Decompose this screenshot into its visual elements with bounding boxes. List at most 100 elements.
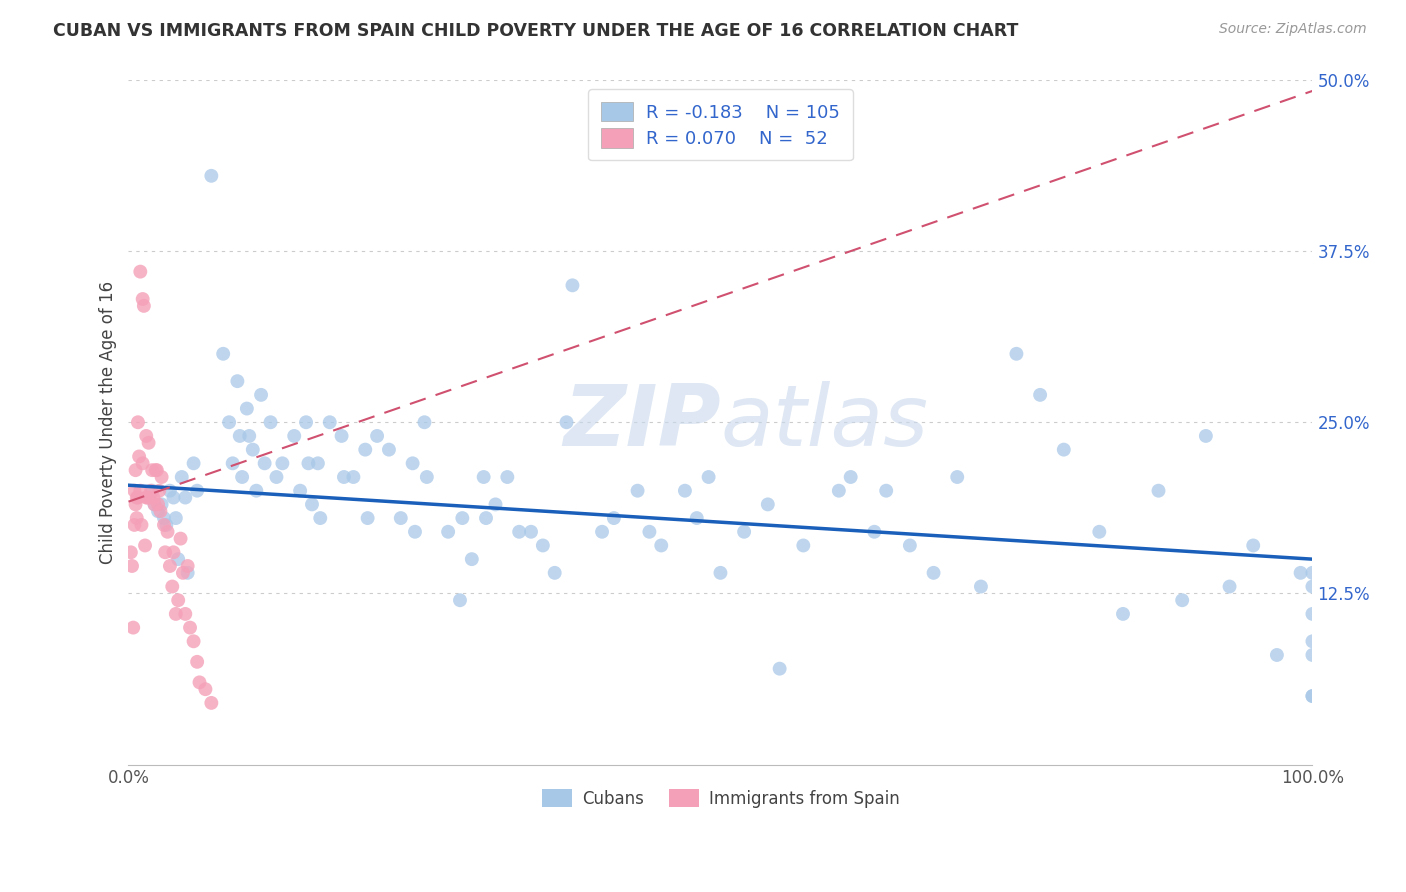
Point	[139, 491, 162, 505]
Point	[143, 497, 166, 511]
Point	[245, 483, 267, 498]
Point	[176, 559, 198, 574]
Point	[839, 470, 862, 484]
Point	[174, 491, 197, 505]
Point	[162, 580, 184, 594]
Point	[162, 491, 184, 505]
Text: atlas: atlas	[720, 381, 928, 464]
Point	[148, 483, 170, 498]
Point	[120, 545, 142, 559]
Point	[555, 415, 578, 429]
Point	[134, 539, 156, 553]
Point	[236, 401, 259, 416]
Point	[401, 456, 423, 470]
Point	[127, 415, 149, 429]
Point	[697, 470, 720, 484]
Point	[603, 511, 626, 525]
Point	[153, 511, 176, 525]
Point	[212, 347, 235, 361]
Point	[520, 524, 543, 539]
Point	[141, 463, 163, 477]
Point	[186, 483, 208, 498]
Point	[733, 524, 755, 539]
Point	[342, 470, 364, 484]
Point	[638, 524, 661, 539]
Point	[138, 435, 160, 450]
Point	[156, 524, 179, 539]
Point	[174, 607, 197, 621]
Point	[946, 470, 969, 484]
Point	[135, 491, 157, 505]
Point	[1265, 648, 1288, 662]
Point	[124, 517, 146, 532]
Point	[309, 511, 332, 525]
Point	[828, 483, 851, 498]
Point	[626, 483, 648, 498]
Point	[149, 504, 172, 518]
Point	[1005, 347, 1028, 361]
Point	[167, 552, 190, 566]
Point	[1301, 566, 1323, 580]
Point	[221, 456, 243, 470]
Point	[200, 696, 222, 710]
Point	[1301, 580, 1323, 594]
Point	[146, 463, 169, 477]
Point	[153, 517, 176, 532]
Point	[136, 491, 159, 505]
Point	[271, 456, 294, 470]
Point	[1289, 566, 1312, 580]
Point	[416, 470, 439, 484]
Point	[121, 559, 143, 574]
Point	[231, 470, 253, 484]
Point	[250, 388, 273, 402]
Text: CUBAN VS IMMIGRANTS FROM SPAIN CHILD POVERTY UNDER THE AGE OF 16 CORRELATION CHA: CUBAN VS IMMIGRANTS FROM SPAIN CHILD POV…	[53, 22, 1019, 40]
Legend: Cubans, Immigrants from Spain: Cubans, Immigrants from Spain	[534, 782, 905, 814]
Point	[155, 517, 177, 532]
Point	[129, 265, 152, 279]
Point	[531, 539, 554, 553]
Point	[124, 497, 146, 511]
Point	[1171, 593, 1194, 607]
Point	[673, 483, 696, 498]
Point	[141, 483, 163, 498]
Point	[1195, 429, 1218, 443]
Point	[218, 415, 240, 429]
Point	[544, 566, 567, 580]
Point	[132, 299, 155, 313]
Point	[330, 429, 353, 443]
Point	[295, 415, 318, 429]
Point	[451, 511, 474, 525]
Point	[125, 491, 148, 505]
Point	[1088, 524, 1111, 539]
Point	[297, 456, 319, 470]
Point	[792, 539, 814, 553]
Point	[413, 415, 436, 429]
Point	[122, 621, 145, 635]
Point	[125, 511, 148, 525]
Point	[129, 483, 152, 498]
Point	[1053, 442, 1076, 457]
Point	[167, 593, 190, 607]
Point	[165, 607, 187, 621]
Point	[127, 491, 149, 505]
Point	[165, 511, 187, 525]
Point	[200, 169, 222, 183]
Point	[183, 634, 205, 648]
Point	[354, 442, 377, 457]
Point	[176, 566, 198, 580]
Point	[378, 442, 401, 457]
Point	[238, 429, 260, 443]
Point	[898, 539, 921, 553]
Point	[139, 483, 162, 498]
Point	[124, 463, 146, 477]
Point	[484, 497, 506, 511]
Point	[283, 429, 305, 443]
Point	[143, 497, 166, 511]
Y-axis label: Child Poverty Under the Age of 16: Child Poverty Under the Age of 16	[100, 281, 117, 564]
Point	[1147, 483, 1170, 498]
Point	[150, 470, 173, 484]
Point	[1301, 689, 1323, 703]
Point	[159, 483, 181, 498]
Point	[1241, 539, 1264, 553]
Point	[366, 429, 388, 443]
